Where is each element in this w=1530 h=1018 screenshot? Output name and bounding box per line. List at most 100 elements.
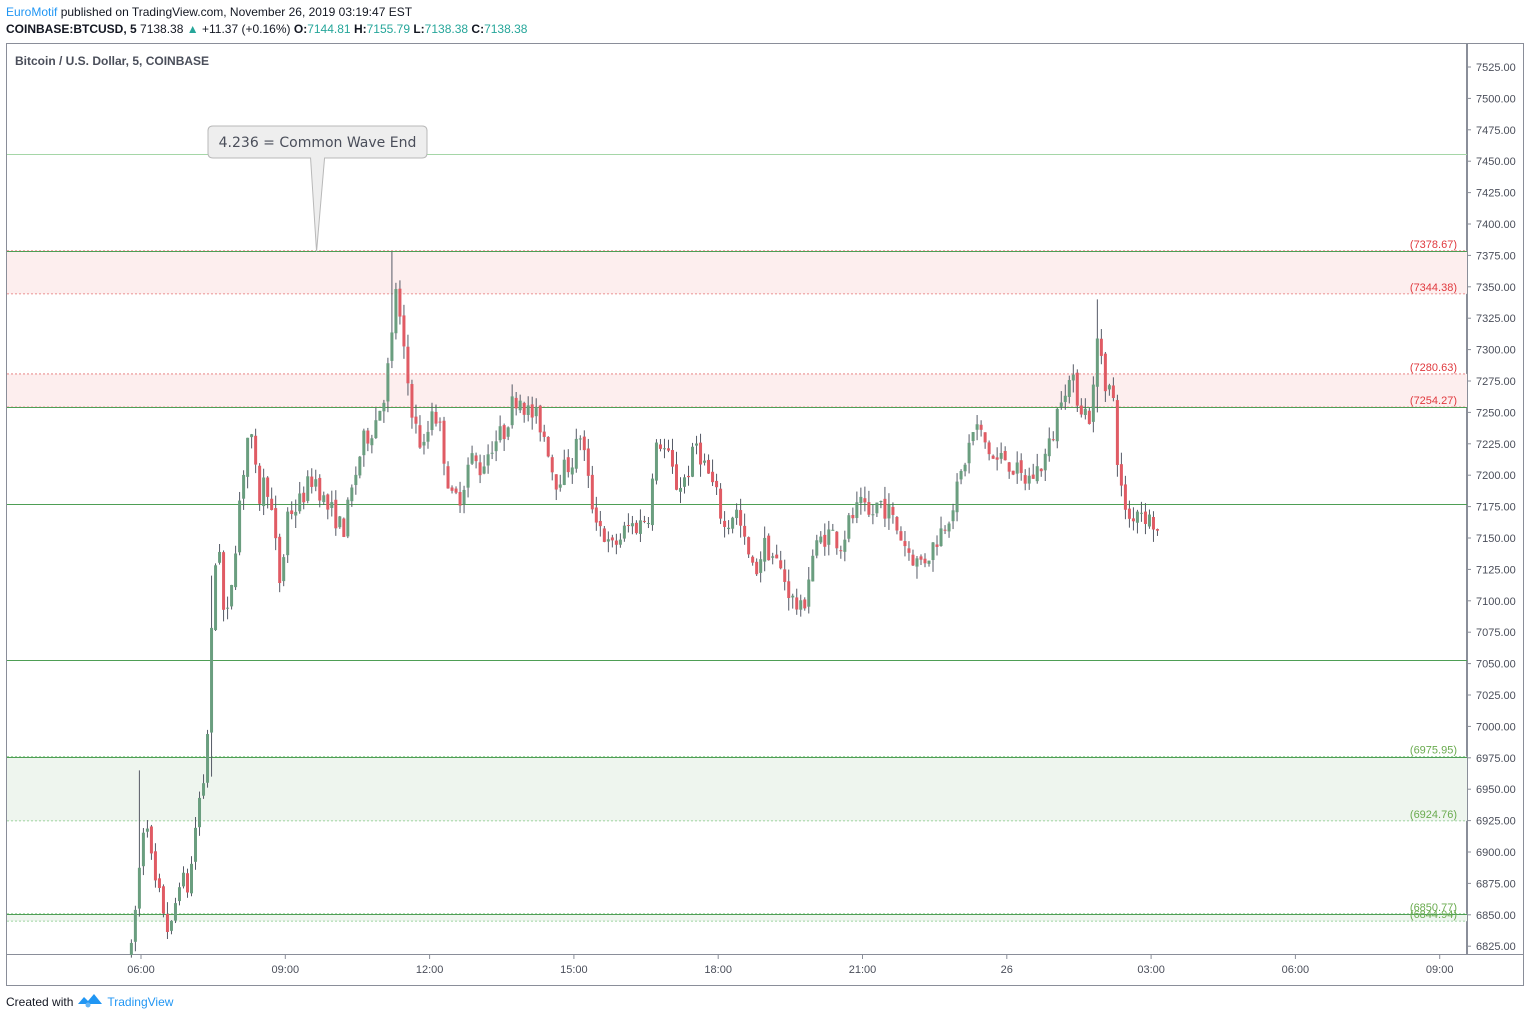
price-chart[interactable]: 7525.00 7500.00 7475.00 7450.00 7425.00 7400.… (0, 0, 1530, 990)
candle-up (306, 476, 310, 501)
candle-up (819, 536, 823, 543)
price-tick-label: 7400.00 (1476, 219, 1516, 231)
candle-up (843, 539, 847, 552)
candle-up (378, 410, 382, 421)
candle-down (1079, 405, 1083, 415)
candle-up (879, 501, 883, 503)
candle-down (1115, 400, 1119, 465)
author-link[interactable]: EuroMotif (6, 5, 58, 19)
candle-down (366, 430, 370, 444)
candle-down (835, 531, 839, 549)
candle-up (622, 525, 626, 539)
candle-up (951, 510, 955, 522)
candle-up (286, 511, 290, 556)
candle-up (394, 289, 398, 334)
candle-down (670, 449, 674, 467)
candle-down (342, 518, 346, 537)
candle-up (650, 478, 654, 526)
candle-up (246, 437, 250, 477)
candle-down (602, 528, 606, 542)
publish-info: EuroMotif published on TradingView.com, … (6, 5, 412, 19)
price-tick-label: 7450.00 (1476, 156, 1516, 168)
candle-up (214, 565, 218, 631)
candle-down (711, 471, 715, 483)
candle-down (867, 502, 871, 515)
candle-down (538, 405, 542, 433)
candle-down (258, 465, 262, 504)
candle-up (763, 537, 767, 562)
candle-down (891, 506, 895, 515)
price-tick-label: 6925.00 (1476, 816, 1516, 828)
price-tick-label: 7025.00 (1476, 690, 1516, 702)
candle-up (875, 502, 879, 514)
candle-up (494, 441, 498, 452)
candle-down (923, 558, 927, 564)
candle-up (791, 595, 795, 598)
candle-down (1023, 475, 1027, 484)
published-text: published on TradingView.com, November 2… (60, 5, 413, 19)
candle-down (590, 474, 594, 510)
candle-up (181, 872, 185, 887)
created-with-label: Created with (6, 994, 74, 1009)
candle-down (895, 516, 899, 531)
candle-up (1147, 514, 1151, 527)
candle-up (831, 529, 835, 531)
candle-up (967, 442, 971, 464)
candle-down (1019, 460, 1023, 473)
candle-up (678, 487, 682, 492)
price-tick-label: 6875.00 (1476, 878, 1516, 890)
candle-down (185, 873, 189, 893)
candle-down (398, 288, 402, 317)
candle-down (983, 432, 987, 443)
candle-up (426, 431, 430, 442)
candle-up (137, 867, 141, 909)
candle-down (586, 448, 590, 476)
candle-up (346, 499, 350, 537)
candle-up (173, 903, 177, 921)
candle-down (550, 457, 554, 473)
candle-up (354, 474, 358, 486)
time-tick-label: 12:00 (416, 964, 444, 976)
candle-up (486, 454, 490, 466)
candle-down (478, 462, 482, 476)
candle-up (570, 467, 574, 475)
candle-down (911, 554, 915, 566)
callout-annotation[interactable]: 4.236 = Common Wave End (207, 125, 428, 252)
candle-down (614, 540, 618, 545)
candle-up (374, 420, 378, 438)
candle-down (642, 520, 646, 522)
price-tick-label: 6900.00 (1476, 847, 1516, 859)
price-axis-labels: 7525.00 7500.00 7475.00 7450.00 7425.00 7400.… (1467, 62, 1516, 953)
candle-down (666, 448, 670, 451)
candle-up (1059, 402, 1063, 407)
candle-down (254, 435, 258, 465)
candle-down (839, 550, 843, 552)
candle-down (979, 424, 983, 430)
low-label: L: (413, 22, 425, 36)
candle-down (935, 544, 939, 547)
time-tick-label: 09:00 (1426, 964, 1454, 976)
high-value: 7155.79 (366, 22, 410, 36)
candle-up (322, 495, 326, 503)
candle-down (795, 597, 799, 610)
candle-up (1015, 462, 1019, 474)
candle-down (823, 534, 827, 547)
footer: Created with TradingView (6, 992, 173, 1011)
candle-down (598, 520, 602, 527)
open-label: O: (293, 22, 308, 36)
candle-up (506, 427, 510, 437)
candle-down (1119, 464, 1123, 486)
candle-down (302, 492, 306, 503)
candle-up (518, 400, 522, 411)
tradingview-link[interactable]: TradingView (107, 994, 174, 1009)
candle-up (827, 529, 831, 545)
candle-down (270, 498, 274, 510)
candle-down (530, 404, 534, 418)
candle-down (222, 552, 226, 610)
candle-up (133, 909, 137, 942)
candle-up (129, 942, 133, 955)
candle-down (446, 466, 450, 489)
candle-down (751, 556, 755, 563)
candle-up (430, 411, 434, 431)
candle-up (1107, 385, 1111, 390)
